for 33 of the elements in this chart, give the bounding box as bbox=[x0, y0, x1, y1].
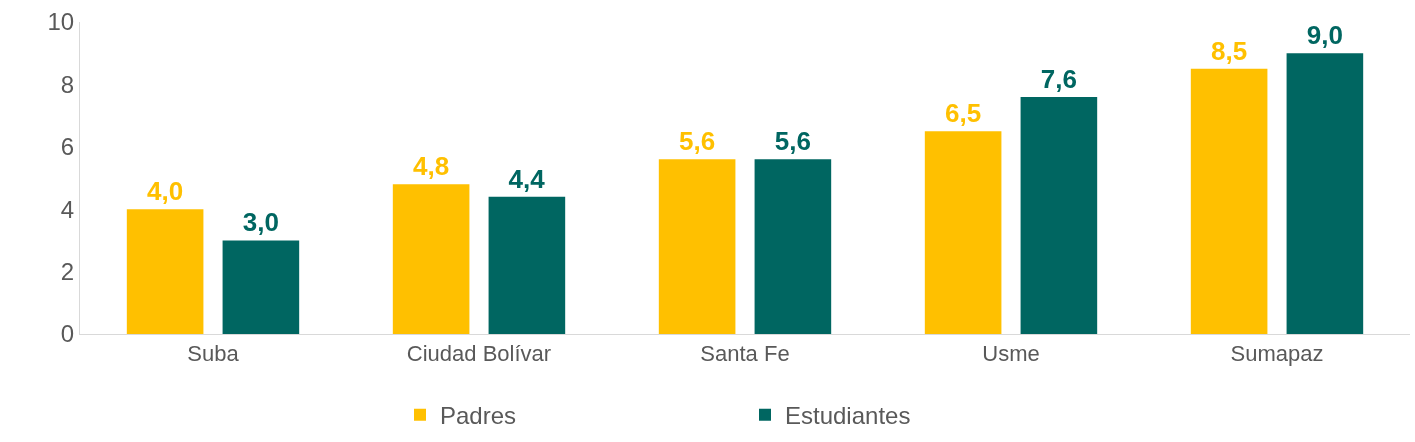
data-label: 8,5 bbox=[1211, 35, 1248, 66]
data-label: 5,6 bbox=[679, 126, 716, 157]
data-label: 3,0 bbox=[242, 207, 279, 238]
x-tick-label: Santa Fe bbox=[700, 341, 790, 367]
bar bbox=[924, 131, 1002, 334]
y-tick-label: 0 bbox=[60, 320, 75, 348]
y-tick-label: 8 bbox=[60, 70, 75, 98]
y-tick-label: 4 bbox=[60, 195, 75, 223]
bar bbox=[658, 159, 736, 334]
legend-label: Estudiantes bbox=[785, 402, 911, 430]
data-label: 4,8 bbox=[413, 151, 450, 182]
bar bbox=[488, 196, 566, 334]
data-label: 5,6 bbox=[774, 126, 811, 157]
legend-label: Padres bbox=[440, 402, 517, 430]
bar bbox=[754, 159, 832, 334]
data-label: 4,4 bbox=[508, 163, 546, 194]
data-label: 6,5 bbox=[945, 98, 982, 129]
y-tick-label: 6 bbox=[60, 133, 75, 161]
bar bbox=[1190, 68, 1268, 334]
x-tick-label: Usme bbox=[982, 341, 1040, 367]
bar bbox=[126, 209, 204, 334]
bar bbox=[222, 240, 300, 334]
bar bbox=[1020, 96, 1098, 334]
data-label: 4,0 bbox=[147, 176, 184, 207]
data-label: 9,0 bbox=[1306, 20, 1343, 51]
bar bbox=[392, 184, 470, 334]
x-tick-label: Sumapaz bbox=[1230, 341, 1324, 367]
y-tick-label: 10 bbox=[47, 8, 75, 36]
x-tick-label: Ciudad Bolívar bbox=[406, 341, 552, 367]
bar bbox=[1286, 53, 1364, 334]
data-label: 7,6 bbox=[1040, 63, 1077, 94]
y-tick-label: 2 bbox=[60, 258, 75, 285]
x-tick-label: Suba bbox=[187, 341, 240, 367]
